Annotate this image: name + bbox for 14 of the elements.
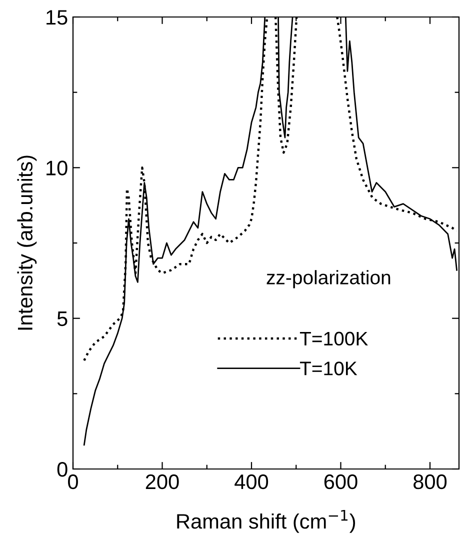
legend-label: T=100K — [300, 332, 368, 346]
x-tick-label: 0 — [68, 474, 78, 490]
x-axis-title: Raman shift (cm$^{−1}$) — [177, 510, 356, 533]
y-tick-label: 15 — [46, 10, 68, 25]
annotation: zz-polarization — [266, 270, 390, 288]
y-tick-label: 5 — [57, 312, 68, 326]
x-tick-label: 200 — [146, 474, 179, 490]
legend-label: T=10K — [300, 362, 358, 376]
x-tick-label: 600 — [324, 474, 358, 490]
y-axis-title: Intensity (arb.units) — [17, 156, 37, 330]
y-tick-label: 0 — [57, 462, 68, 477]
x-tick-label: 800 — [414, 474, 447, 490]
x-tick-label: 400 — [234, 474, 268, 490]
y-tick-label: 10 — [46, 160, 68, 176]
